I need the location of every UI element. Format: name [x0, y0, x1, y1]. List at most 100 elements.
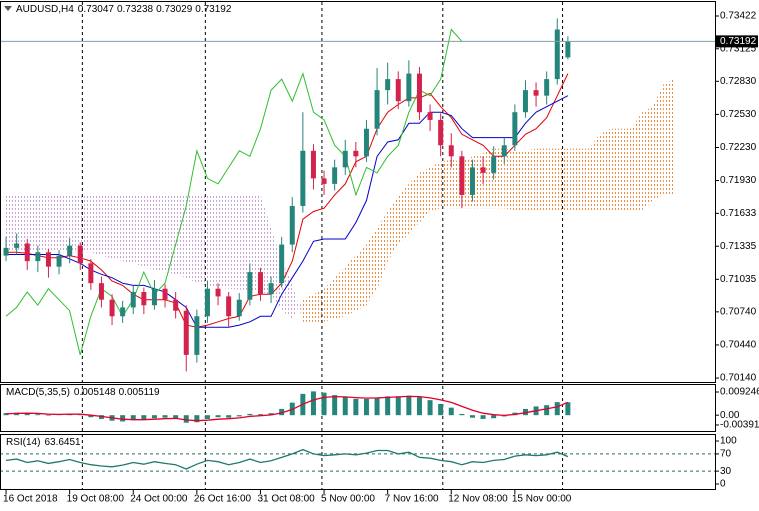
- x-tick-label: 12 Nov 08:00: [448, 494, 508, 505]
- ichimoku-cloud: [387, 197, 399, 262]
- candle-body: [321, 178, 327, 184]
- symbol: AUDUSD,H4: [16, 4, 74, 15]
- macd-bar: [395, 396, 401, 416]
- price-label: 0.73192: [720, 36, 757, 47]
- macd-header: MACD(5,35,5) 0.005148 0.005119: [6, 387, 160, 398]
- macd-bar: [427, 400, 433, 416]
- candle-body: [279, 244, 285, 284]
- candle-body: [215, 288, 221, 297]
- y-tick-label: 0.73422: [720, 11, 757, 22]
- ichimoku-cloud: [186, 194, 197, 284]
- ichimoku-cloud: [154, 194, 165, 273]
- macd-bar: [141, 415, 147, 420]
- macd-bar: [491, 415, 497, 419]
- ichimoku-cloud: [59, 194, 70, 253]
- candle-body: [35, 252, 41, 262]
- y-tick-label: 0.72230: [720, 142, 757, 153]
- y-tick-label: 0.009246: [720, 387, 759, 398]
- ichimoku-cloud: [461, 156, 473, 209]
- macd-title: MACD(5,35,5): [6, 387, 70, 398]
- candle-body: [406, 73, 412, 102]
- ichimoku-cloud: [260, 194, 272, 295]
- candle-body: [416, 73, 422, 113]
- x-tick-label: 15 Nov 00:00: [512, 494, 572, 505]
- candle-body: [77, 245, 83, 264]
- candle-body: [56, 255, 62, 267]
- macd-bar: [120, 415, 126, 422]
- ichimoku-cloud: [6, 194, 17, 253]
- ichimoku-cloud: [430, 161, 441, 212]
- ichimoku-cloud: [451, 159, 462, 209]
- candle-body: [24, 243, 30, 262]
- macd-bar: [77, 414, 83, 416]
- candle-body: [522, 90, 528, 113]
- ichimoku-cloud: [536, 148, 547, 211]
- ichimoku-cloud: [228, 194, 240, 290]
- ichimoku-cloud: [80, 194, 91, 253]
- macd-bar: [565, 402, 571, 416]
- macd-bar: [480, 415, 486, 419]
- candle-body: [448, 145, 454, 157]
- price-header: AUDUSD,H4 0.73047 0.73238 0.73029 0.73192: [16, 4, 232, 15]
- ichimoku-cloud: [557, 148, 568, 211]
- macd-bar: [204, 415, 210, 419]
- x-tick-label: 26 Oct 16:00: [194, 494, 252, 505]
- x-tick-label: 31 Oct 08:00: [257, 494, 315, 505]
- macd-bar: [162, 415, 168, 418]
- close-value: 0.73192: [195, 4, 232, 15]
- macd-bar: [194, 415, 200, 423]
- indicator-line: [5, 28, 463, 356]
- candle-body: [183, 310, 189, 355]
- macd-value: 0.005148: [74, 387, 116, 398]
- ichimoku-cloud: [631, 112, 643, 211]
- ichimoku-cloud: [642, 106, 653, 211]
- macd-bar: [385, 396, 391, 416]
- symbol-icon: [4, 6, 12, 11]
- candle-body: [151, 288, 157, 306]
- ichimoku-cloud: [589, 134, 600, 211]
- candle-body: [45, 252, 51, 267]
- candle-body: [374, 90, 380, 129]
- rsi-header: RSI(14) 63.6451: [6, 437, 81, 448]
- macd-bar: [310, 391, 316, 416]
- candle-body: [247, 272, 253, 300]
- macd-bar: [279, 408, 285, 416]
- candle-body: [3, 247, 9, 256]
- candle-body: [130, 291, 136, 308]
- ichimoku-cloud: [313, 288, 325, 322]
- macd-bar: [45, 415, 51, 416]
- indicator-line: [6, 73, 569, 328]
- macd-bar: [363, 398, 369, 416]
- y-tick-label: 0.72830: [720, 76, 757, 87]
- ichimoku-cloud: [37, 194, 49, 253]
- candle-body: [310, 150, 316, 179]
- candle-body: [257, 272, 263, 295]
- candle-body: [342, 150, 348, 168]
- rsi-title: RSI(14): [6, 437, 40, 448]
- y-tick-label: 0.73125: [720, 43, 757, 54]
- candle-body: [438, 119, 444, 146]
- ichimoku-cloud: [620, 128, 632, 211]
- macd-bar: [321, 392, 327, 416]
- ichimoku-cloud: [652, 84, 664, 201]
- y-tick-label: 0.70140: [720, 373, 757, 384]
- ichimoku-cloud: [27, 194, 38, 253]
- y-tick-label: 0.71035: [720, 274, 757, 285]
- candle-body: [565, 41, 571, 58]
- ichimoku-cloud: [345, 255, 356, 317]
- ichimoku-cloud: [249, 194, 261, 292]
- macd-bar: [24, 413, 30, 416]
- ichimoku-cloud: [324, 277, 335, 322]
- macd-bar: [353, 398, 359, 416]
- candle-body: [459, 156, 465, 195]
- ichimoku-cloud: [366, 228, 378, 306]
- ichimoku-cloud: [16, 194, 28, 253]
- y-tick-label: 100: [720, 436, 737, 447]
- ichimoku-cloud: [101, 194, 112, 259]
- macd-bar: [226, 415, 232, 418]
- candle-body: [226, 296, 232, 317]
- ichimoku-cloud: [196, 194, 208, 286]
- signal-line: [5, 395, 569, 422]
- price-label-box: [716, 35, 758, 48]
